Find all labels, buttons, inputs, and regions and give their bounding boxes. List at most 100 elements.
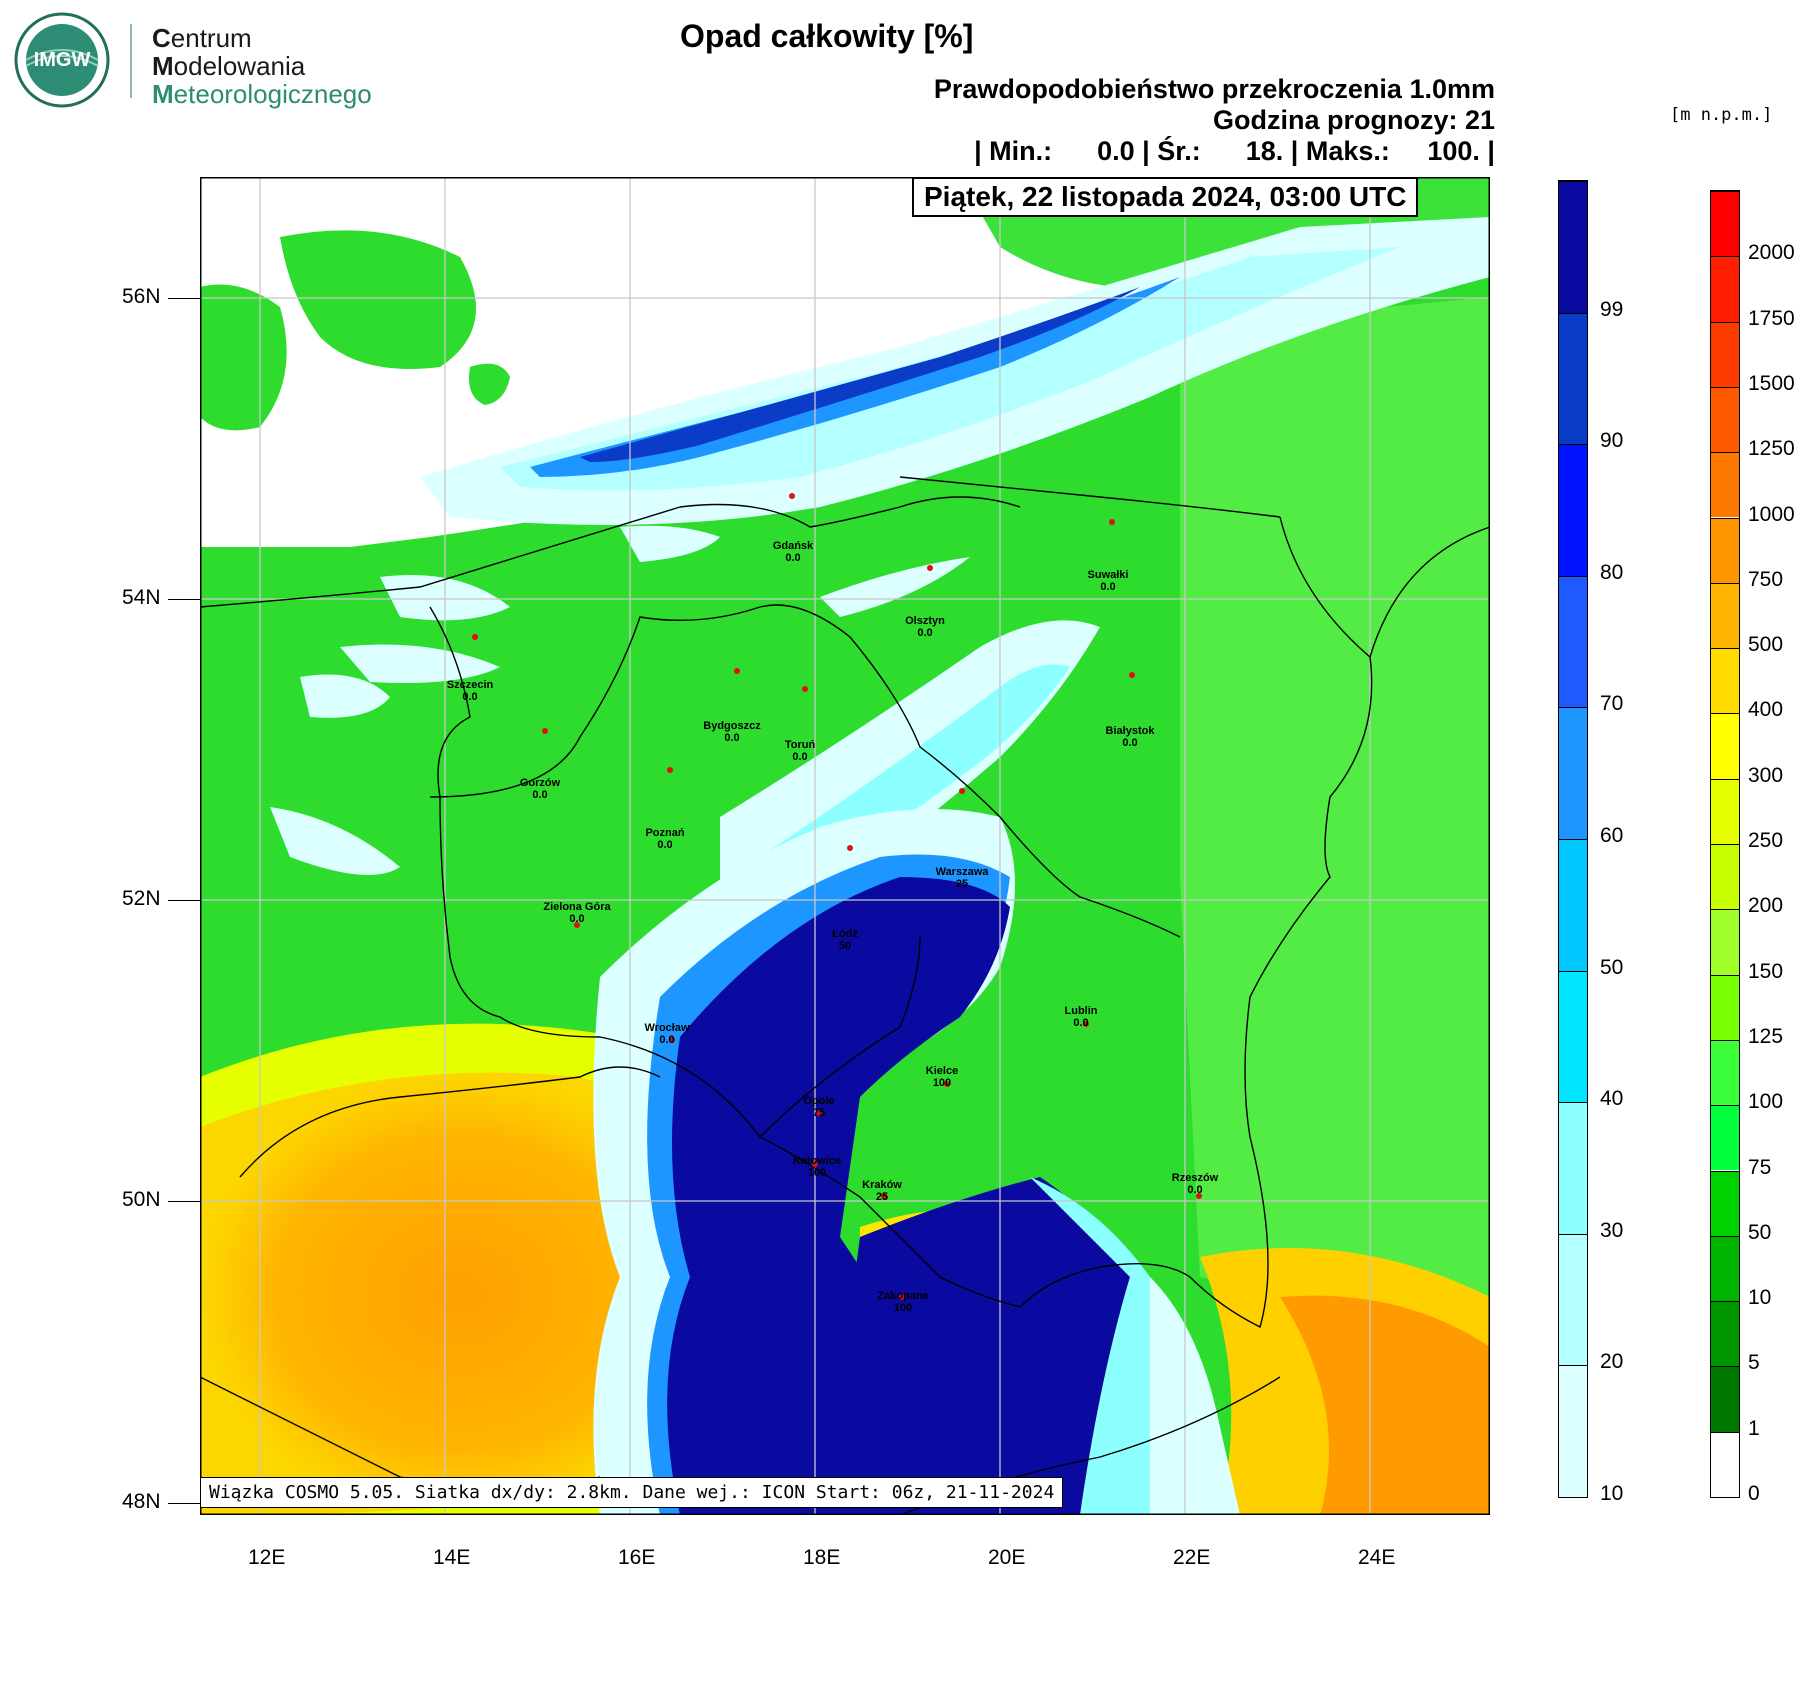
land-sweden-west [280,230,476,369]
colorbar-segment [1711,1431,1739,1497]
prob-edge-south-cyan [1030,1177,1155,1515]
colorbar-segment [1711,191,1739,257]
colorbar-segment [1559,1233,1587,1366]
lat-tick-50 [168,1201,200,1202]
city-markers [472,493,1202,1300]
city-label-szczecin: Szczecin 0.0 [446,679,494,703]
colorbar-segment [1559,444,1587,576]
lon-label-14e: 14E [433,1546,471,1569]
colorbar-label: 60 [1600,824,1624,847]
terrain-carpathian-orange [1280,1295,1490,1515]
colorbar-segment [1559,839,1587,971]
logo-initial-1: C [152,23,171,53]
imgw-badge-text: IMGW [34,49,91,71]
colorbar-segment [1559,312,1587,445]
colorbar-segment [1559,1102,1587,1234]
lon-label-24e: 24E [1358,1546,1396,1569]
lat-tick-54 [168,599,200,600]
city-label-rzeszow: Rzeszów 0.0 [1171,1172,1219,1196]
logo-initial-3: M [152,79,174,109]
colorbar-label: 200 [1748,894,1784,918]
forecast-map [200,177,1490,1515]
lat-ticks [168,298,200,299]
colorbar-label: 100 [1748,1090,1784,1114]
model-info: Wiązka COSMO 5.05. Siatka dx/dy: 2.8km. … [200,1477,1064,1508]
land-east-lightgreen [1180,297,1490,1327]
colorbar-segment [1711,909,1739,975]
colorbar-label: 750 [1748,567,1784,591]
colorbar-label: 250 [1748,829,1784,852]
colorbar-label: 20 [1600,1350,1624,1374]
city-label-zakopane: Zakopane 100 [877,1290,929,1314]
city-label-lodz: Łódź 50 [832,928,858,952]
lon-label-20e: 20E [988,1546,1026,1569]
colorbar-segment [1559,181,1587,313]
lon-label-16e: 16E [618,1546,656,1569]
colorbar-label: 75 [1748,1155,1772,1179]
prob-area-southeast-99 [846,1177,1130,1515]
colorbar-segment [1711,713,1739,779]
map-panel: Gdańsk 0.0 Suwałki 0.0 Olsztyn 0.0 Szczecin… [200,177,1490,1515]
colorbar-label: 300 [1748,763,1784,787]
probability-colorbar-labels: 10 20 30 40 50 60 70 80 90 99 [1600,180,1660,1505]
colorbar-segment [1559,707,1587,839]
terrain-orange-bohemia [200,1072,720,1515]
colorbar-label: 0 [1748,1482,1760,1505]
colorbar-segment [1711,517,1739,583]
colorbar-segment [1711,1301,1739,1367]
lon-label-12e: 12E [248,1546,286,1569]
colorbar-segment [1711,778,1739,844]
colorbar-label: 30 [1600,1218,1624,1242]
logo-line-1: entrum [170,23,252,53]
city-label-gorzow: Gorzów 0.0 [519,777,561,801]
lat-tick-52 [168,900,200,901]
lat-label-52n: 52N [122,887,161,910]
lat-label-48n: 48N [122,1490,161,1513]
colorbar-segment [1711,1235,1739,1302]
colorbar-segment [1559,1365,1587,1497]
colorbar-segment [1711,452,1739,518]
colorbar-label: 1 [1748,1416,1760,1440]
colorbar-label: 90 [1600,429,1624,453]
colorbar-segment [1711,1039,1739,1106]
prob-patch-north-1 [620,525,720,562]
colorbar-segment [1711,1366,1739,1432]
threshold-subtitle: Prawdopodobieństwo przekroczenia 1.0mm [933,74,1495,104]
colorbar-label: 10 [1748,1286,1772,1310]
colorbar-label: 400 [1748,698,1784,722]
city-label-suwalki: Suwałki 0.0 [1087,569,1129,593]
city-label-bialystok: Białystok 0.0 [1105,725,1155,749]
city-label-zielona-gora: Zielona Góra 0.0 [543,901,611,925]
colorbar-segment [1711,1105,1739,1171]
probability-colorbar [1558,180,1588,1498]
land-bornholm [469,363,510,405]
imgw-logo-emblem: IMGW [14,12,110,108]
lat-tick-48 [168,1503,200,1504]
city-label-olsztyn: Olsztyn 0.0 [905,615,945,639]
colorbar-segment [1711,321,1739,387]
logo-wordmark: Centrum Modelowania Meteorologicznego [152,24,372,108]
city-label-lublin: Lublin 0.0 [1064,1005,1098,1029]
imgw-logo: IMGW Centrum Modelowania Meteorologiczne… [10,10,380,110]
colorbar-segment [1711,386,1739,453]
city-label-gdansk: Gdańsk 0.0 [772,540,814,564]
land-denmark [200,284,287,431]
colorbar-label: 10 [1600,1482,1624,1505]
logo-initial-2: M [152,51,174,81]
terrain-colorbar-labels: 0 1 5 10 50 75 100 125 150 200 250 300 400 500 750 1000… [1748,190,1800,1505]
city-label-warszawa: Warszawa 25 [935,866,989,890]
colorbar-label: 125 [1748,1024,1784,1048]
city-label-opole: Opole 75 [803,1095,835,1119]
colorbar-label: 1750 [1748,306,1795,330]
page-title: Opad całkowity [%] [680,18,974,54]
colorbar-segment [1559,970,1587,1103]
prob-patch-west-3 [270,807,400,875]
prob-band-90 [580,287,1140,462]
colorbar-segment [1711,1170,1739,1236]
city-label-kielce: Kielce 100 [925,1065,959,1089]
colorbar-segment [1711,256,1739,322]
stats-line: | Min.: 0.0 | Śr.: 18. | Maks.: 100. | [974,136,1495,166]
map-frame [200,177,1490,1515]
colorbar-label: 5 [1748,1351,1760,1375]
graticule [200,177,1490,1515]
